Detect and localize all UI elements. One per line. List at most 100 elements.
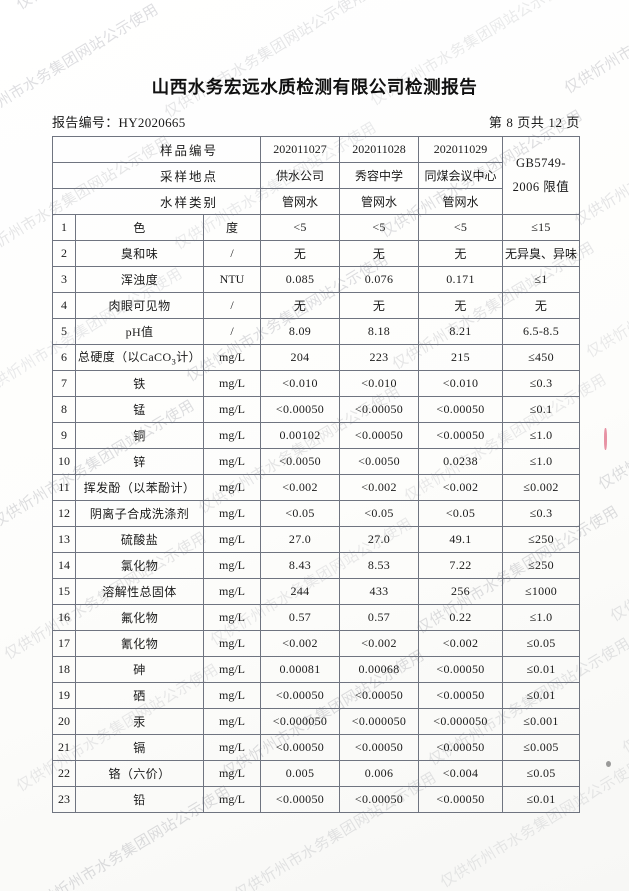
row-limit: ≤1000	[502, 578, 580, 605]
row-index: 10	[52, 448, 76, 475]
row-unit: mg/L	[203, 656, 261, 683]
row-limit: 6.5-8.5	[502, 318, 580, 345]
row-value-sample3: <0.00050	[418, 734, 503, 761]
header-row-label: 样品编号	[52, 136, 261, 163]
row-value-sample3: 256	[418, 578, 503, 605]
row-value-sample1: <0.05	[260, 500, 340, 527]
row-value-sample3: <0.00050	[418, 656, 503, 683]
table-row: 20 汞 mg/L <0.000050 <0.000050 <0.000050 ≤0.001	[52, 708, 580, 735]
row-unit: /	[203, 318, 261, 345]
row-value-sample3: <0.002	[418, 630, 503, 657]
row-value-sample3: <0.00050	[418, 682, 503, 709]
row-limit: ≤1.0	[502, 448, 580, 475]
row-unit: mg/L	[203, 422, 261, 449]
row-value-sample2: <0.010	[339, 370, 419, 397]
row-value-sample1: 0.00102	[260, 422, 340, 449]
row-item-name: 硫酸盐	[75, 526, 204, 553]
table-row: 7 铁 mg/L <0.010 <0.010 <0.010 ≤0.3	[52, 370, 580, 397]
row-value-sample3: <0.00050	[418, 786, 503, 813]
watermark-text: 仅供忻州市水务集团网站公示使用	[161, 0, 370, 122]
row-item-name: 色	[75, 214, 204, 241]
row-limit: ≤1	[502, 266, 580, 293]
row-value-sample3: 0.171	[418, 266, 503, 293]
row-limit: 无	[502, 292, 580, 319]
row-limit: ≤0.01	[502, 682, 580, 709]
row-limit: ≤250	[502, 526, 580, 553]
row-value-sample1: 0.085	[260, 266, 340, 293]
row-value-sample2: <0.05	[339, 500, 419, 527]
table-row: 21 镉 mg/L <0.00050 <0.00050 <0.00050 ≤0.005	[52, 734, 580, 761]
table-row: 5 pH值/8.09 8.18 8.21 6.5-8.5	[52, 318, 580, 345]
header-row-label: 采样地点	[52, 162, 261, 189]
table-row: 14 氯化物 mg/L 8.43 8.53 7.22 ≤250	[52, 552, 580, 579]
row-unit: 度	[203, 214, 261, 241]
watermark-text: 仅供忻州市水务集团网站公示使用	[607, 490, 629, 626]
row-unit: mg/L	[203, 344, 261, 371]
row-value-sample1: 0.005	[260, 760, 340, 787]
row-item-name: 铅	[75, 786, 204, 813]
row-unit: mg/L	[203, 474, 261, 501]
row-unit: mg/L	[203, 734, 261, 761]
row-value-sample1: 无	[260, 292, 340, 319]
row-value-sample2: 433	[339, 578, 419, 605]
row-limit: ≤250	[502, 552, 580, 579]
report-number-label: 报告编号：	[52, 115, 119, 130]
row-value-sample1: 0.57	[260, 604, 340, 631]
header-sample-3: 管网水	[418, 188, 503, 215]
row-index: 16	[52, 604, 76, 631]
row-unit: mg/L	[203, 370, 261, 397]
table-row: 11 挥发酚（以苯酚计） mg/L <0.002 <0.002 <0.002 ≤0.002	[52, 474, 580, 501]
row-value-sample1: 8.43	[260, 552, 340, 579]
row-value-sample2: <0.00050	[339, 422, 419, 449]
row-limit: ≤0.01	[502, 656, 580, 683]
table-header-row: 采样地点 供水公司 秀容中学 同煤会议中心	[52, 162, 580, 189]
row-value-sample2: 27.0	[339, 526, 419, 553]
table-row: 12 阴离子合成洗涤剂 mg/L <0.05 <0.05 <0.05 ≤0.3	[52, 500, 580, 527]
row-value-sample2: <5	[339, 214, 419, 241]
row-limit: ≤0.001	[502, 708, 580, 735]
row-value-sample1: <0.010	[260, 370, 340, 397]
row-value-sample1: 244	[260, 578, 340, 605]
watermark-text: 仅供忻州市水务集团网站公示使用	[619, 622, 629, 758]
row-item-name: 挥发酚（以苯酚计）	[75, 474, 204, 501]
row-value-sample3: <0.00050	[418, 396, 503, 423]
row-index: 4	[52, 292, 76, 319]
row-limit: ≤0.005	[502, 734, 580, 761]
report-number-value: HY2020665	[118, 115, 186, 130]
table-row: 18 砷 mg/L 0.00081 0.00068 <0.00050 ≤0.01	[52, 656, 580, 683]
row-value-sample3: 无	[418, 240, 503, 267]
row-limit: ≤0.3	[502, 370, 580, 397]
row-item-name: 溶解性总固体	[75, 578, 204, 605]
report-meta: 报告编号：HY2020665 第 8 页共 12 页	[52, 112, 580, 131]
row-item-name: 氰化物	[75, 630, 204, 657]
page-number: 第 8 页共 12 页	[488, 115, 580, 130]
row-item-name: 阴离子合成洗涤剂	[75, 500, 204, 527]
row-item-name: 氯化物	[75, 552, 204, 579]
row-unit: mg/L	[203, 708, 261, 735]
row-value-sample3: 无	[418, 292, 503, 319]
limit-header-line1: GB5749-	[515, 155, 567, 170]
row-value-sample1: 0.00081	[260, 656, 340, 683]
row-limit: ≤1.0	[502, 422, 580, 449]
row-index: 6	[52, 344, 76, 371]
row-index: 23	[52, 786, 76, 813]
row-value-sample2: <0.00050	[339, 682, 419, 709]
row-unit: /	[203, 292, 261, 319]
header-sample-1: 202011027	[260, 136, 340, 163]
table-row: 1 色度 <5 <5 <5 ≤15	[52, 214, 580, 241]
row-value-sample2: 无	[339, 240, 419, 267]
row-unit: mg/L	[203, 578, 261, 605]
row-unit: mg/L	[203, 786, 261, 813]
scan-mark-red	[604, 428, 607, 450]
row-value-sample3: <0.05	[418, 500, 503, 527]
row-index: 5	[52, 318, 76, 345]
water-quality-table: 样品编号 202011027 202011028 202011029 GB5749- 20…	[52, 136, 580, 813]
row-value-sample3: <5	[418, 214, 503, 241]
row-item-name: 锰	[75, 396, 204, 423]
row-limit: 无异臭、异味	[502, 240, 580, 267]
report-number: 报告编号：HY2020665	[52, 112, 186, 131]
row-item-name: 锌	[75, 448, 204, 475]
row-item-name: pH值	[75, 318, 204, 345]
row-item-name: 汞	[75, 708, 204, 735]
row-index: 13	[52, 526, 76, 553]
